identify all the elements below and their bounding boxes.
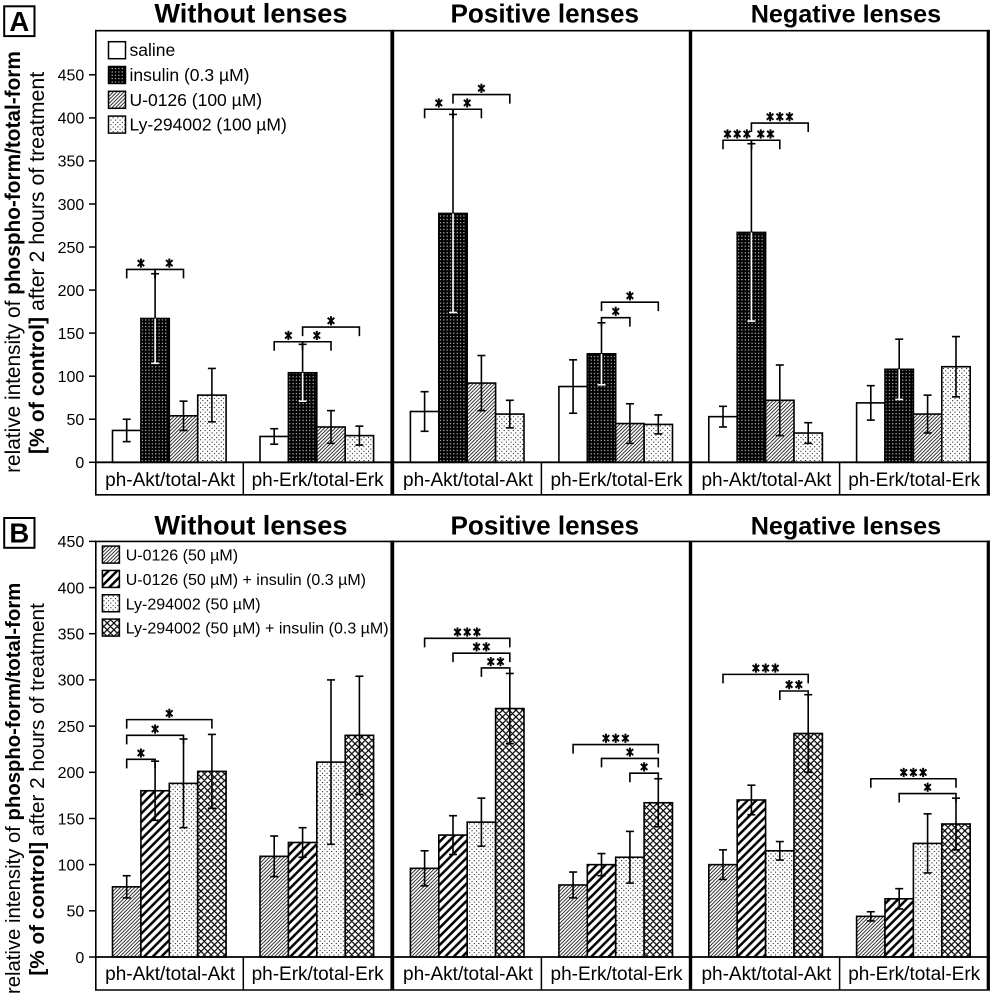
svg-text:200: 200 [58, 283, 85, 300]
svg-text:saline: saline [130, 40, 176, 60]
svg-text:insulin (0.3 µM): insulin (0.3 µM) [130, 65, 250, 85]
svg-text:ph-Akt/total-Akt: ph-Akt/total-Akt [403, 470, 534, 491]
svg-text:150: 150 [58, 811, 85, 828]
svg-text:relative intensity of phospho-: relative intensity of phospho-form/total… [3, 583, 25, 994]
svg-text:U-0126 (50 µM): U-0126 (50 µM) [126, 548, 238, 565]
svg-text:200: 200 [58, 765, 85, 782]
svg-text:350: 350 [58, 154, 85, 171]
svg-text:ph-Akt/total-Akt: ph-Akt/total-Akt [403, 964, 534, 985]
svg-text:400: 400 [58, 580, 85, 597]
svg-text:U-0126 (50 µM) + insulin (0.3: U-0126 (50 µM) + insulin (0.3 µM) [126, 572, 366, 589]
svg-text:ph-Erk/total-Erk: ph-Erk/total-Erk [252, 964, 384, 985]
svg-text:ph-Erk/total-Erk: ph-Erk/total-Erk [551, 964, 683, 985]
svg-text:ph-Akt/total-Akt: ph-Akt/total-Akt [105, 964, 236, 985]
svg-text:300: 300 [58, 197, 85, 214]
svg-text:B: B [9, 518, 29, 549]
svg-text:Positive lenses: Positive lenses [451, 510, 640, 540]
svg-text:450: 450 [58, 534, 85, 551]
svg-text:250: 250 [58, 240, 85, 257]
svg-text:250: 250 [58, 719, 85, 736]
svg-text:ph-Akt/total-Akt: ph-Akt/total-Akt [701, 470, 832, 491]
svg-text:Without lenses: Without lenses [154, 0, 347, 29]
svg-text:400: 400 [58, 111, 85, 128]
svg-text:A: A [9, 6, 29, 37]
svg-text:ph-Akt/total-Akt: ph-Akt/total-Akt [105, 470, 236, 491]
svg-text:Without lenses: Without lenses [154, 509, 347, 540]
svg-text:relative intensity of phospho-: relative intensity of phospho-form/total… [2, 51, 25, 473]
svg-text:0: 0 [75, 455, 84, 472]
svg-text:[% of control] after 2 hours o: [% of control] after 2 hours of treatmen… [25, 72, 49, 454]
svg-text:Negative lenses: Negative lenses [751, 1, 941, 29]
svg-text:Ly-294002 (50 µM): Ly-294002 (50 µM) [126, 596, 261, 613]
svg-text:450: 450 [58, 68, 85, 85]
svg-text:ph-Akt/total-Akt: ph-Akt/total-Akt [701, 964, 832, 985]
svg-text:ph-Erk/total-Erk: ph-Erk/total-Erk [848, 470, 980, 491]
svg-text:ph-Erk/total-Erk: ph-Erk/total-Erk [252, 470, 384, 491]
svg-text:100: 100 [58, 857, 85, 874]
svg-text:U-0126 (100 µM): U-0126 (100 µM) [130, 90, 263, 110]
svg-text:50: 50 [67, 904, 85, 921]
svg-text:150: 150 [58, 326, 85, 343]
svg-text:Negative lenses: Negative lenses [751, 512, 941, 540]
svg-text:50: 50 [67, 412, 85, 429]
svg-text:Ly-294002 (100 µM): Ly-294002 (100 µM) [130, 115, 287, 135]
svg-text:100: 100 [58, 369, 85, 386]
svg-text:Ly-294002 (50 µM) + insulin (0: Ly-294002 (50 µM) + insulin (0.3 µM) [126, 621, 389, 638]
svg-text:Positive lenses: Positive lenses [451, 0, 640, 29]
svg-text:ph-Erk/total-Erk: ph-Erk/total-Erk [551, 470, 683, 491]
svg-text:[% of control] after 2 hours o: [% of control] after 2 hours of treatmen… [26, 603, 49, 976]
svg-text:350: 350 [58, 627, 85, 644]
svg-text:0: 0 [75, 950, 84, 967]
svg-text:ph-Erk/total-Erk: ph-Erk/total-Erk [848, 964, 980, 985]
svg-text:300: 300 [58, 673, 85, 690]
